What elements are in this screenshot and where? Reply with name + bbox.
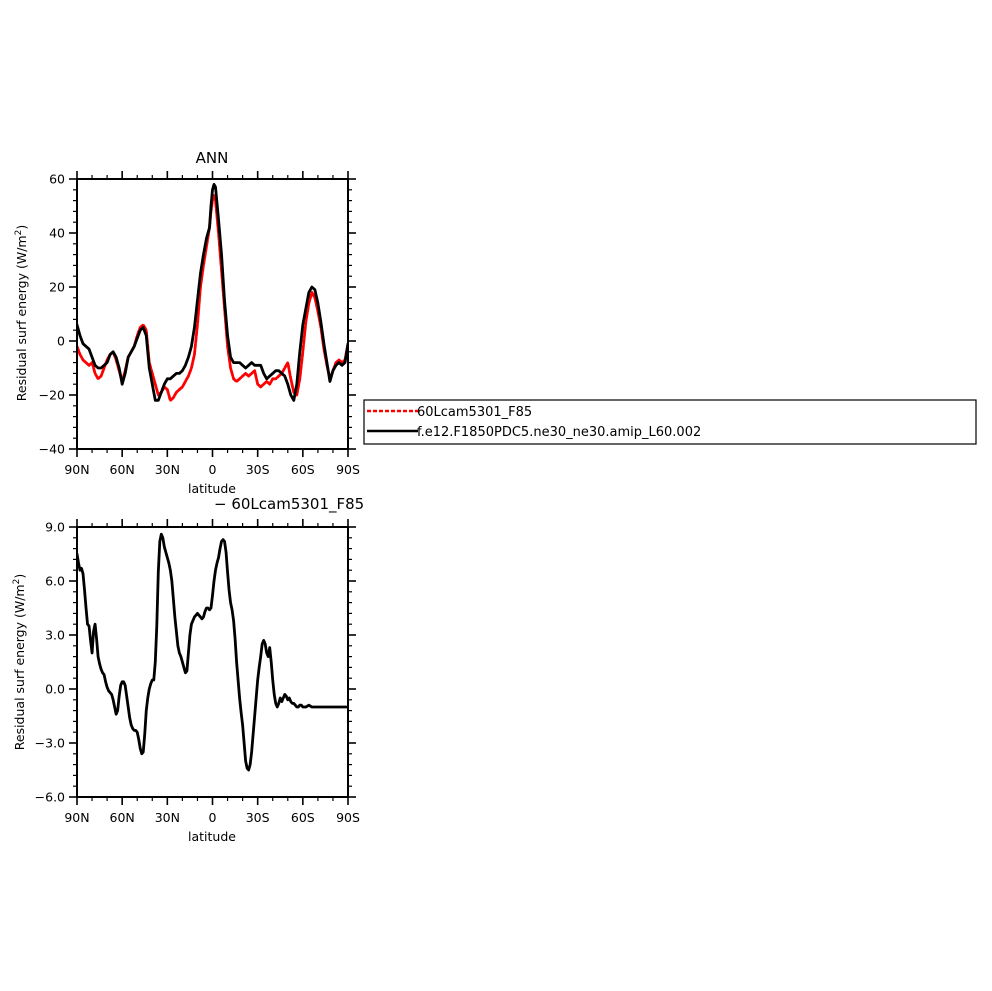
- bottom-x-axis-label: latitude: [188, 829, 236, 844]
- bottom-x-tick-label: 60N: [110, 810, 135, 825]
- bottom-series-line-1: [77, 532, 348, 772]
- legend-label-series-1: 60Lcam5301_F85: [417, 405, 532, 420]
- bottom-y-axis-label-sup: 2: [12, 579, 22, 585]
- bottom-series-group: [77, 532, 348, 772]
- bottom-x-tick-label: 0: [209, 810, 217, 825]
- top-y-axis-label-main: Residual surf energy (W/m: [14, 235, 29, 401]
- bottom-x-tick-label: 60S: [291, 810, 315, 825]
- bottom-y-axis-label-end: ): [12, 574, 27, 579]
- legend-box: [363, 399, 977, 445]
- top-x-tick-label: 30S: [246, 462, 270, 477]
- bottom-y-tick-label: 3.0: [45, 628, 65, 643]
- bottom-plot-area: 90N 60N 30N 0 30S 60S 90S −6.0 −3.0 0.0 3.0 6.0 9.0: [35, 519, 360, 825]
- bottom-x-tick-label: 30S: [246, 810, 270, 825]
- top-y-tick-label: −20: [39, 388, 65, 403]
- bottom-y-axis-label: Residual surf energy (W/m2): [12, 574, 27, 751]
- bottom-plot-title: − 60Lcam5301_F85: [214, 495, 364, 514]
- bottom-y-tick-label: −3.0: [35, 736, 65, 751]
- top-y-tick-label: 0: [57, 334, 65, 349]
- top-series-line-2: [77, 183, 348, 402]
- top-x-tick-label: 90S: [336, 462, 360, 477]
- bottom-y-tick-label: 0.0: [45, 682, 65, 697]
- top-y-axis-label-sup: 2: [14, 230, 24, 236]
- top-plot-title: ANN: [196, 149, 229, 167]
- legend-label-series-2: f.e12.F1850PDC5.ne30_ne30.amip_L60.002: [417, 425, 701, 440]
- top-series-group: [77, 183, 348, 402]
- bottom-panel: − 60Lcam5301_F85 latitude Residual surf …: [12, 495, 364, 844]
- top-x-tick-label: 60S: [291, 462, 315, 477]
- top-y-tick-label: 20: [49, 280, 65, 295]
- top-y-axis-label-end: ): [14, 225, 29, 230]
- top-y-tick-label: 40: [49, 226, 65, 241]
- top-plot-area: 90N 60N 30N 0 30S 60S 90S −40 −20 0 20 40 60: [39, 171, 360, 477]
- top-x-tick-label: 90N: [64, 462, 89, 477]
- top-x-tick-label: 0: [209, 462, 217, 477]
- bottom-x-tick-label: 90N: [64, 810, 89, 825]
- legend: 60Lcam5301_F85 f.e12.F1850PDC5.ne30_ne30…: [363, 399, 977, 445]
- top-x-tick-label: 60N: [110, 462, 135, 477]
- bottom-y-tick-label: 6.0: [45, 574, 65, 589]
- top-x-tick-label: 30N: [155, 462, 180, 477]
- top-y-tick-label: 60: [49, 172, 65, 187]
- top-y-axis-label: Residual surf energy (W/m2): [14, 225, 29, 402]
- bottom-x-tick-label: 30N: [155, 810, 180, 825]
- bottom-y-tick-label: 9.0: [45, 520, 65, 535]
- top-x-axis-label: latitude: [188, 481, 236, 496]
- top-panel: ANN latitude Residual surf energy (W/m2): [14, 149, 236, 496]
- top-y-tick-label: −40: [39, 442, 65, 457]
- bottom-x-tick-label: 90S: [336, 810, 360, 825]
- bottom-y-tick-label: −6.0: [35, 790, 65, 805]
- bottom-y-axis-label-main: Residual surf energy (W/m: [12, 584, 27, 750]
